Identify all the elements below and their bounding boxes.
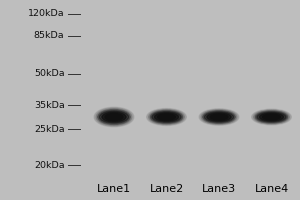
Ellipse shape: [96, 108, 132, 126]
Ellipse shape: [148, 110, 184, 124]
Ellipse shape: [94, 107, 134, 127]
Ellipse shape: [147, 109, 186, 125]
Ellipse shape: [111, 116, 117, 118]
Ellipse shape: [158, 114, 175, 120]
Ellipse shape: [202, 111, 236, 123]
Ellipse shape: [255, 111, 288, 123]
Text: Lane1: Lane1: [97, 184, 131, 194]
Ellipse shape: [102, 112, 126, 122]
Text: 20kDa: 20kDa: [34, 160, 64, 170]
Text: 25kDa: 25kDa: [34, 124, 64, 134]
Ellipse shape: [99, 111, 129, 123]
Ellipse shape: [204, 112, 234, 122]
Ellipse shape: [216, 116, 222, 118]
Ellipse shape: [164, 116, 169, 118]
Ellipse shape: [257, 112, 286, 122]
Ellipse shape: [105, 113, 123, 121]
Ellipse shape: [201, 110, 237, 124]
Ellipse shape: [210, 114, 228, 120]
Text: 85kDa: 85kDa: [34, 31, 64, 40]
Text: 120kDa: 120kDa: [28, 9, 64, 19]
Ellipse shape: [150, 110, 183, 123]
Ellipse shape: [152, 112, 181, 122]
Text: Lane2: Lane2: [149, 184, 184, 194]
Ellipse shape: [262, 114, 280, 120]
Text: Lane4: Lane4: [254, 184, 289, 194]
Ellipse shape: [213, 115, 225, 119]
Text: 50kDa: 50kDa: [34, 70, 64, 78]
Ellipse shape: [252, 109, 291, 125]
Ellipse shape: [98, 110, 130, 124]
Ellipse shape: [268, 116, 274, 118]
Text: 35kDa: 35kDa: [34, 100, 64, 110]
Ellipse shape: [160, 115, 172, 119]
Ellipse shape: [108, 115, 120, 119]
Ellipse shape: [254, 110, 290, 124]
Text: Lane3: Lane3: [202, 184, 236, 194]
Ellipse shape: [199, 109, 239, 125]
Ellipse shape: [154, 113, 178, 121]
Ellipse shape: [207, 113, 231, 121]
Ellipse shape: [266, 115, 278, 119]
Ellipse shape: [260, 113, 284, 121]
